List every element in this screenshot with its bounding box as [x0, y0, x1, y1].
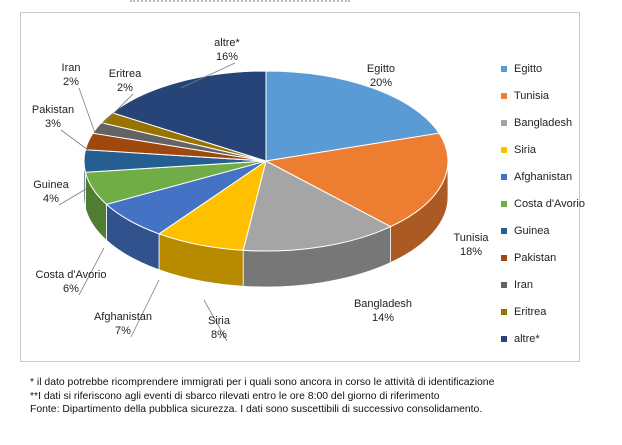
data-label-name-siria: Siria [208, 315, 231, 327]
pie-slice-tunisia [264, 132, 449, 228]
leader-line-afghanistan [130, 279, 160, 338]
leader-line-siria [203, 299, 228, 342]
legend: Egitto Tunisia Bangladesh Siria Afghanistan C… [501, 55, 621, 352]
pie-top [83, 70, 449, 252]
data-label-name-eritrea: Eritrea [109, 68, 142, 80]
data-label-name-afghanistan: Afghanistan [94, 311, 152, 323]
footnote-reference-time: **I dati si riferiscono agli eventi di s… [30, 390, 440, 402]
legend-item-costa-d-avorio: Costa d'Avorio [501, 190, 621, 217]
pie-sides [83, 160, 449, 288]
legend-swatch-guinea [501, 227, 507, 234]
legend-swatch-afghanistan [501, 173, 507, 180]
data-label-value-tunisia: 18% [460, 246, 482, 258]
data-label-name-guinea: Guinea [33, 179, 69, 191]
legend-swatch-eritrea [501, 308, 507, 315]
pie-slice-altre [111, 70, 267, 162]
data-label-value-costa-d-avorio: 6% [63, 283, 79, 295]
legend-swatch-egitto [501, 65, 507, 72]
legend-label-egitto: Egitto [514, 62, 543, 75]
legend-label-guinea: Guinea [514, 224, 550, 237]
cropped-title-remnant [130, 0, 350, 5]
pie-slice-egitto [265, 70, 440, 162]
data-label-value-eritrea: 2% [117, 82, 133, 94]
data-label-name-bangladesh: Bangladesh [354, 298, 412, 310]
legend-item-altre: altre* [501, 325, 621, 352]
legend-swatch-siria [501, 146, 507, 153]
leader-line-guinea [58, 188, 87, 206]
data-label-value-afghanistan: 7% [115, 325, 131, 337]
data-label-name-egitto: Egitto [367, 63, 395, 75]
footnote-identification: * il dato potrebbe ricomprendere immigra… [30, 377, 495, 388]
pie-chart: Egitto 20% Tunisia 18% Bangladesh 14% Siria 8% A… [32, 37, 489, 342]
legend-label-bangladesh: Bangladesh [514, 116, 573, 129]
data-label-value-egitto: 20% [370, 77, 392, 89]
legend-swatch-costa-d-avorio [501, 200, 507, 207]
legend-label-afghanistan: Afghanistan [514, 170, 573, 183]
leader-line-pakistan [60, 129, 89, 151]
data-label-value-pakistan: 3% [45, 118, 61, 130]
legend-item-eritrea: Eritrea [501, 298, 621, 325]
legend-swatch-tunisia [501, 92, 507, 99]
data-labels: Egitto 20% Tunisia 18% Bangladesh 14% Siria 8% A… [32, 37, 489, 342]
data-label-value-iran: 2% [63, 76, 79, 88]
leader-line-eritrea [102, 93, 134, 125]
data-label-value-siria: 8% [211, 329, 227, 341]
legend-item-bangladesh: Bangladesh [501, 109, 621, 136]
data-label-name-tunisia: Tunisia [453, 232, 489, 244]
data-label-value-altre: 16% [216, 51, 238, 63]
legend-label-siria: Siria [514, 143, 537, 156]
data-label-name-costa-d-avorio: Costa d'Avorio [36, 269, 107, 281]
legend-item-siria: Siria [501, 136, 621, 163]
pie-slice-bangladesh [242, 160, 392, 252]
pie-slice-siria [157, 159, 267, 251]
legend-item-tunisia: Tunisia [501, 82, 621, 109]
data-label-value-guinea: 4% [43, 193, 59, 205]
footnotes: * il dato potrebbe ricomprendere immigra… [30, 376, 610, 417]
leader-line-iran [78, 87, 96, 134]
leader-line-altre [180, 62, 236, 89]
data-label-name-altre: altre* [214, 37, 240, 49]
legend-item-egitto: Egitto [501, 55, 621, 82]
legend-label-tunisia: Tunisia [514, 89, 550, 102]
legend-item-iran: Iran [501, 271, 621, 298]
legend-item-afghanistan: Afghanistan [501, 163, 621, 190]
legend-label-altre: altre* [514, 332, 540, 345]
legend-label-eritrea: Eritrea [514, 305, 547, 318]
legend-swatch-iran [501, 281, 507, 288]
footnote-source: Fonte: Dipartimento della pubblica sicur… [30, 404, 483, 415]
legend-label-costa-d-avorio: Costa d'Avorio [514, 197, 585, 210]
legend-swatch-pakistan [501, 254, 507, 261]
legend-label-iran: Iran [514, 278, 533, 291]
legend-item-pakistan: Pakistan [501, 244, 621, 271]
legend-swatch-altre [501, 335, 507, 342]
chart-frame: Egitto 20% Tunisia 18% Bangladesh 14% Siria 8% A… [20, 12, 585, 362]
legend-item-guinea: Guinea [501, 217, 621, 244]
legend-swatch-bangladesh [501, 119, 507, 126]
legend-label-pakistan: Pakistan [514, 251, 557, 264]
data-label-name-pakistan: Pakistan [32, 104, 74, 116]
data-label-value-bangladesh: 14% [372, 312, 394, 324]
data-label-name-iran: Iran [62, 62, 81, 74]
leader-line-costa-d-avorio [78, 247, 105, 296]
